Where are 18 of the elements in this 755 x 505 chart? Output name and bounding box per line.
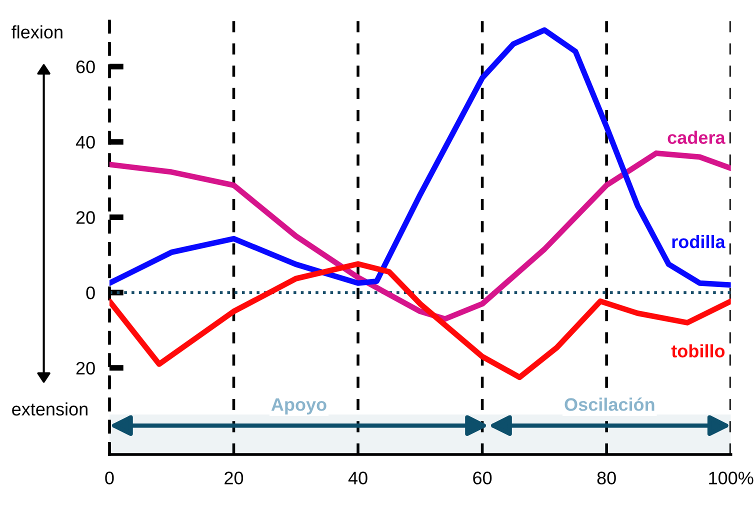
x-tick-label: 40 [348, 472, 368, 484]
text: extension [12, 402, 88, 416]
x-tick-label: 80 [597, 472, 616, 484]
x-tick-label: 0 [105, 472, 114, 484]
band-label: Oscilación [564, 398, 654, 411]
text: flexion [12, 25, 62, 39]
x-tick-label: 100% [709, 472, 754, 484]
series-label: rodilla [672, 234, 726, 248]
series-label: tobillo [671, 344, 725, 358]
x-tick-label: 60 [473, 472, 492, 484]
y-tick-label: 20 [76, 362, 95, 375]
y-tick-label: 40 [76, 136, 95, 149]
x-tick-label: 20 [224, 472, 244, 484]
series-label: cadera [668, 130, 726, 144]
y-tick-label: 20 [76, 211, 95, 224]
y-tick-label: 60 [76, 60, 95, 74]
band-label: Apoyo [271, 398, 326, 415]
y-tick-label: 0 [86, 286, 95, 300]
